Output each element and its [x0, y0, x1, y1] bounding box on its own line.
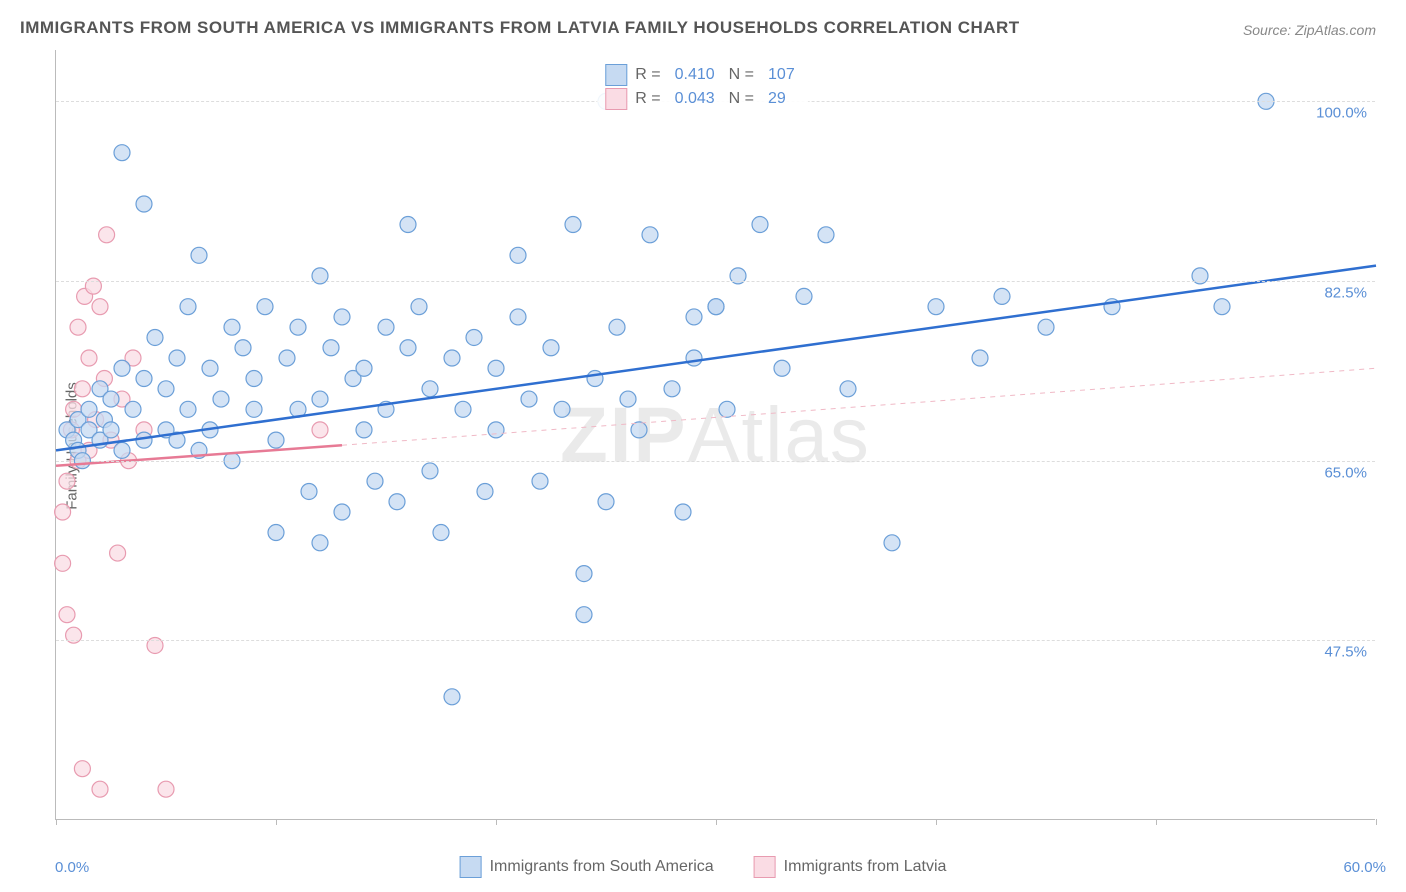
legend-swatch-series2: [605, 88, 627, 110]
x-tick: [936, 819, 937, 825]
legend-swatch-series1: [605, 64, 627, 86]
x-tick: [56, 819, 57, 825]
legend-item-series1: Immigrants from South America: [460, 856, 714, 878]
legend-row-series2: R = 0.043 N = 29: [605, 88, 800, 110]
y-tick-label: 100.0%: [1316, 105, 1367, 122]
legend-label-series2: Immigrants from Latvia: [784, 858, 947, 876]
x-tick: [1376, 819, 1377, 825]
plot-area: ZIPAtlas 47.5%65.0%82.5%100.0%: [55, 50, 1375, 820]
y-tick-label: 82.5%: [1324, 285, 1367, 302]
n-label: N =: [729, 66, 754, 84]
n-value-series1: 107: [768, 66, 795, 84]
y-tick-label: 47.5%: [1324, 644, 1367, 661]
y-tick-label: 65.0%: [1324, 464, 1367, 481]
n-label: N =: [729, 90, 754, 108]
r-label: R =: [635, 90, 660, 108]
legend-row-series1: R = 0.410 N = 107: [605, 64, 800, 86]
x-tick-label: 0.0%: [55, 859, 89, 876]
correlation-legend: R = 0.410 N = 107 R = 0.043 N = 29: [597, 58, 808, 116]
chart-title: IMMIGRANTS FROM SOUTH AMERICA VS IMMIGRA…: [20, 18, 1020, 38]
r-label: R =: [635, 66, 660, 84]
x-tick: [496, 819, 497, 825]
series-legend: Immigrants from South America Immigrants…: [460, 856, 947, 878]
legend-swatch-bottom2: [754, 856, 776, 878]
scatter-svg: [56, 50, 1375, 819]
source-attribution: Source: ZipAtlas.com: [1243, 22, 1376, 38]
legend-label-series1: Immigrants from South America: [490, 858, 714, 876]
legend-item-series2: Immigrants from Latvia: [754, 856, 947, 878]
gridline: [56, 281, 1375, 282]
legend-swatch-bottom1: [460, 856, 482, 878]
n-value-series2: 29: [768, 90, 786, 108]
r-value-series1: 0.410: [675, 66, 715, 84]
gridline: [56, 640, 1375, 641]
gridline: [56, 461, 1375, 462]
x-tick: [276, 819, 277, 825]
x-tick-label: 60.0%: [1343, 859, 1386, 876]
x-tick: [716, 819, 717, 825]
x-tick: [1156, 819, 1157, 825]
r-value-series2: 0.043: [675, 90, 715, 108]
